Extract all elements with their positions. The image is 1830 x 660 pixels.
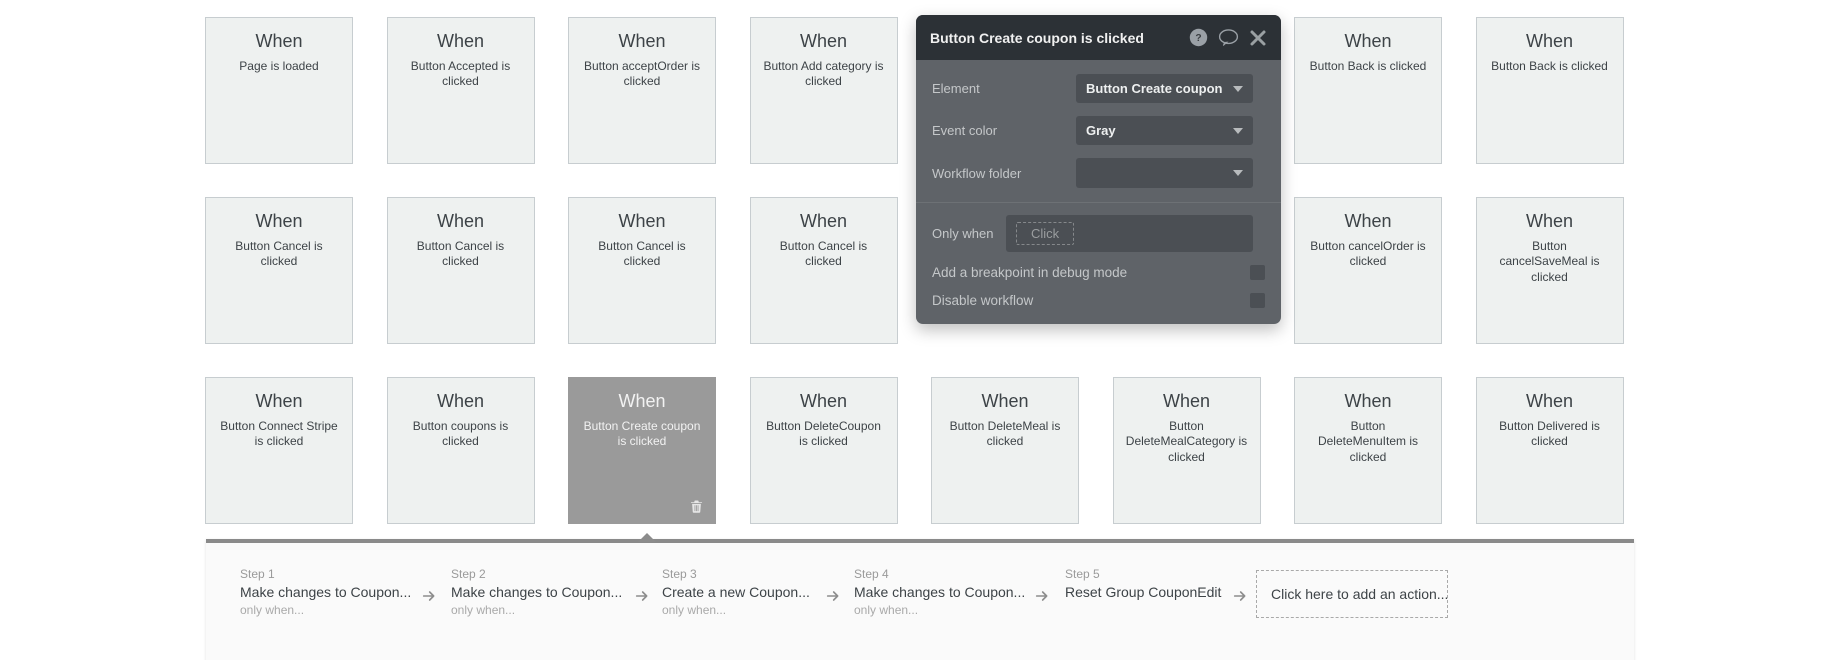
svg-text:?: ? — [1195, 33, 1201, 44]
